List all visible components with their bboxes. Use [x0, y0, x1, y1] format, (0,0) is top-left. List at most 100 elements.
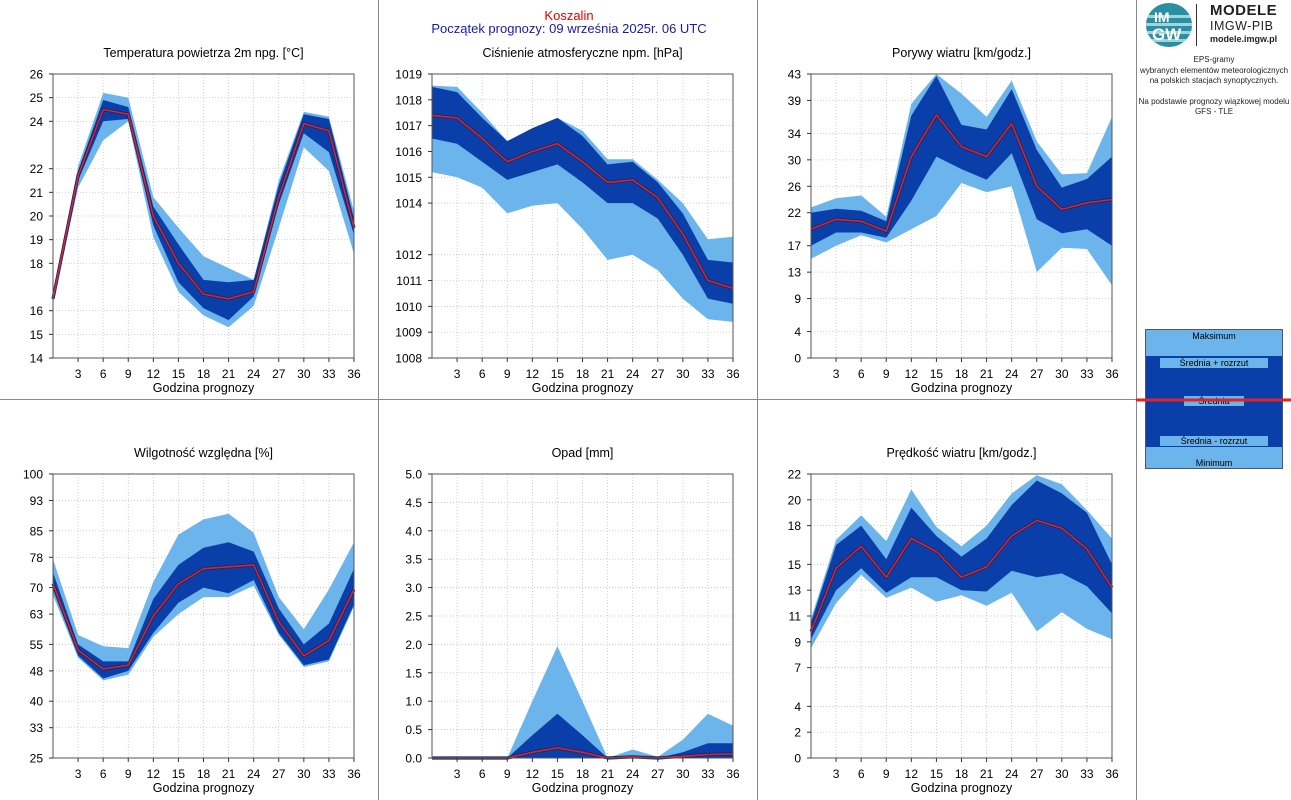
x-axis-label: Godzina prognozy	[911, 381, 1013, 395]
y-tick-label: 0.5	[405, 723, 422, 737]
band-spread	[432, 86, 733, 304]
chart-panel-1: Ciśnienie atmosferyczne npm. [hPa] 1008 10…	[395, 46, 740, 395]
x-tick-label: 36	[1105, 767, 1119, 781]
x-tick-label: 27	[651, 767, 665, 781]
mean-line	[431, 114, 734, 290]
y-tick-label: 30	[788, 153, 802, 167]
x-tick-label: 3	[75, 367, 82, 381]
y-tick-label: 1009	[395, 326, 422, 340]
x-tick-label: 30	[1055, 367, 1069, 381]
y-tick-label: 22	[788, 206, 802, 220]
y-tick-label: 1017	[395, 119, 422, 133]
band-spread	[53, 100, 354, 321]
y-tick-label: 18	[30, 257, 44, 271]
x-tick-label: 24	[247, 367, 261, 381]
y-tick-label: 21	[30, 186, 44, 200]
y-tick-label: 22	[788, 468, 802, 482]
station-name: Koszalin	[544, 8, 594, 23]
x-axis-label: Godzina prognozy	[532, 381, 634, 395]
y-tick-label: 78	[30, 551, 44, 565]
y-tick-label: 2.5	[405, 610, 422, 624]
band-spread	[432, 713, 733, 758]
x-tick-label: 24	[247, 767, 261, 781]
x-tick-label: 21	[601, 367, 615, 381]
x-tick-label: 6	[858, 767, 865, 781]
logo-url[interactable]: modele.imgw.pl	[1210, 34, 1278, 44]
x-tick-label: 36	[726, 367, 740, 381]
y-tick-label: 43	[788, 68, 802, 82]
charts-layer: Temperatura powietrza 2m npg. [°C] 14 15 16…	[23, 46, 1119, 795]
y-tick-label: 70	[30, 581, 44, 595]
chart-panel-3: Wilgotność względna [%]25334048556370788…	[23, 446, 361, 795]
x-tick-label: 30	[676, 367, 690, 381]
y-tick-label: 13	[788, 266, 802, 280]
imgw-logo[interactable]: IM GW MODELE IMGW-PIB modele.imgw.pl	[1140, 0, 1291, 50]
y-tick-label: 26	[30, 68, 44, 82]
x-tick-label: 30	[297, 767, 311, 781]
x-tick-label: 24	[626, 767, 640, 781]
x-tick-label: 18	[197, 767, 211, 781]
y-tick-label: 4	[794, 700, 801, 714]
x-tick-label: 15	[930, 367, 944, 381]
forecast-start: Początek prognozy: 09 września 2025r. 06…	[431, 21, 707, 36]
x-tick-label: 24	[1005, 767, 1019, 781]
y-tick-label: 24	[30, 115, 44, 129]
x-tick-label: 6	[100, 767, 107, 781]
y-tick-label: 4.5	[405, 496, 422, 510]
y-tick-label: 33	[30, 721, 44, 735]
x-tick-label: 18	[955, 767, 969, 781]
x-tick-label: 9	[883, 367, 890, 381]
x-tick-label: 15	[172, 767, 186, 781]
y-tick-label: 1014	[395, 197, 422, 211]
x-tick-label: 33	[1080, 367, 1094, 381]
legend-item-mean-plus: Średnia + rozrzut	[1160, 358, 1268, 368]
legend-mean-line	[1136, 398, 1291, 402]
info-line: EPS-gramy	[1193, 55, 1235, 64]
y-tick-label: 3.5	[405, 553, 422, 567]
y-tick-label: 14	[30, 352, 44, 366]
y-tick-label: 26	[788, 180, 802, 194]
x-tick-label: 33	[701, 367, 715, 381]
x-tick-label: 9	[504, 767, 511, 781]
y-tick-label: 1.5	[405, 666, 422, 680]
imgw-badge-icon: IM GW	[1146, 3, 1192, 47]
x-tick-label: 33	[322, 367, 336, 381]
mean-line	[810, 114, 1113, 232]
x-tick-label: 18	[197, 367, 211, 381]
x-tick-label: 21	[980, 767, 994, 781]
x-tick-label: 27	[1030, 767, 1044, 781]
x-tick-label: 27	[272, 367, 286, 381]
y-tick-label: 16	[30, 304, 44, 318]
y-tick-label: 2	[794, 726, 801, 740]
y-tick-label: 39	[788, 94, 802, 108]
y-tick-label: 15	[788, 558, 802, 572]
chart-title: Temperatura powietrza 2m npg. [°C]	[103, 46, 303, 60]
y-tick-label: 4.0	[405, 524, 422, 538]
x-tick-label: 27	[1030, 367, 1044, 381]
y-tick-label: 19	[30, 233, 44, 247]
y-tick-label: 0	[794, 352, 801, 366]
chart-title: Porywy wiatru [km/godz.]	[892, 46, 1031, 60]
y-tick-label: 18	[788, 519, 802, 533]
x-tick-label: 21	[222, 767, 236, 781]
x-tick-label: 33	[1080, 767, 1094, 781]
y-tick-label: 85	[30, 524, 44, 538]
y-tick-label: 9	[794, 292, 801, 306]
y-tick-label: 1015	[395, 171, 422, 185]
y-tick-label: 1010	[395, 300, 422, 314]
x-tick-label: 21	[980, 367, 994, 381]
x-tick-label: 27	[272, 767, 286, 781]
info-line: Na podstawie prognozy wiązkowej modelu	[1138, 96, 1290, 106]
x-tick-label: 18	[576, 367, 590, 381]
x-tick-label: 36	[1105, 367, 1119, 381]
x-tick-label: 3	[454, 367, 461, 381]
x-axis-label: Godzina prognozy	[911, 781, 1013, 795]
x-tick-label: 33	[322, 767, 336, 781]
y-tick-label: 25	[30, 752, 44, 766]
y-tick-label: 11	[789, 610, 802, 624]
chart-panel-4: Opad [mm] 0.0 0.5 1.0 1.5 2.0 2.5 3.0 3.5 4.0 4.5 5…	[405, 446, 740, 795]
chart-title: Opad [mm]	[552, 446, 614, 460]
x-tick-label: 36	[347, 367, 361, 381]
